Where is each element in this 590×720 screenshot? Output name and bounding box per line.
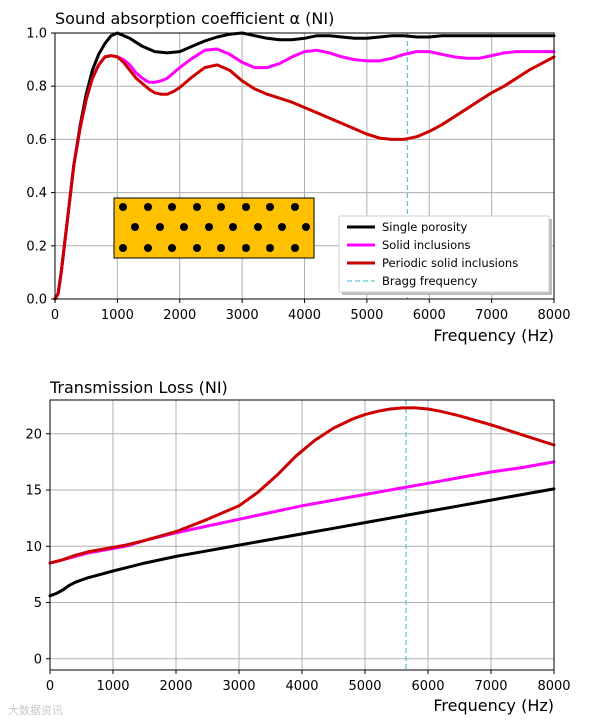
y-tick-label: 0.8	[26, 80, 47, 95]
legend-box	[338, 215, 550, 293]
x-tick-label: 1000	[101, 308, 134, 323]
x-tick-label: 6000	[411, 679, 444, 694]
transmission-series	[48, 406, 556, 598]
x-tick-label: 2000	[163, 308, 196, 323]
y-tick-label: 1.0	[26, 27, 47, 42]
inset-dots	[119, 203, 310, 252]
legend-label-bragg: Bragg frequency	[382, 274, 478, 288]
y-tick-label: 0.4	[26, 186, 47, 201]
inclusion-dot	[168, 203, 176, 211]
y-tick-label: 15	[25, 484, 42, 499]
x-tick-label: 1000	[96, 679, 129, 694]
y-tick-label: 0.0	[26, 293, 47, 308]
inclusion-dot	[302, 223, 310, 231]
periodic-inclusions-inset	[113, 197, 315, 259]
transmission-tick-labels: 0 1000 2000 3000 4000 5000 6000 7000 8000 0 5 10 15 2…	[25, 427, 570, 694]
inclusion-dot	[205, 223, 213, 231]
absorption-tick-labels: 0 1000 2000 3000 4000 5000 6000 7000 8000 0.0 0.2 0…	[26, 27, 570, 324]
x-tick-label: 2000	[159, 679, 192, 694]
series-line-single-porosity	[53, 31, 556, 301]
inclusion-dot	[156, 223, 164, 231]
watermark: 大数据资讯	[8, 703, 63, 717]
x-tick-label: 0	[46, 679, 54, 694]
inclusion-dot	[144, 203, 152, 211]
series-line-periodic-solid-inclusions	[48, 406, 556, 565]
x-tick-label: 8000	[537, 308, 570, 323]
x-tick-label: 7000	[475, 308, 508, 323]
inclusion-dot	[266, 244, 274, 252]
legend-label-solid-inclusions: Solid inclusions	[382, 238, 470, 252]
inclusion-dot	[291, 203, 299, 211]
x-tick-label: 4000	[288, 308, 321, 323]
x-tick-label: 3000	[222, 679, 255, 694]
inclusion-dot	[217, 203, 225, 211]
inclusion-dot	[278, 223, 286, 231]
y-tick-label: 0	[34, 652, 42, 667]
transmission-chart-title: Transmission Loss (NI)	[49, 378, 228, 397]
y-tick-label: 20	[25, 427, 42, 442]
series-line-single-porosity	[48, 487, 556, 598]
legend-label-single-porosity: Single porosity	[382, 220, 468, 234]
inclusion-dot	[254, 223, 262, 231]
inclusion-dot	[119, 244, 127, 252]
y-tick-label: 0.2	[26, 239, 47, 254]
inclusion-dot	[266, 203, 274, 211]
legend-label-periodic: Periodic solid inclusions	[382, 256, 518, 270]
x-tick-label: 7000	[474, 679, 507, 694]
inclusion-dot	[193, 244, 201, 252]
inclusion-dot	[242, 203, 250, 211]
y-tick-label: 0.6	[26, 133, 47, 148]
inclusion-dot	[131, 223, 139, 231]
x-tick-label: 3000	[226, 308, 259, 323]
y-tick-label: 10	[25, 540, 42, 555]
y-tick-label: 5	[34, 596, 42, 611]
absorption-chart-title: Sound absorption coefficient α (NI)	[55, 9, 334, 28]
absorption-x-label: Frequency (Hz)	[433, 326, 554, 345]
inclusion-dot	[168, 244, 176, 252]
x-tick-label: 6000	[413, 308, 446, 323]
x-tick-label: 4000	[285, 679, 318, 694]
inclusion-dot	[180, 223, 188, 231]
transmission-x-label: Frequency (Hz)	[433, 696, 554, 715]
x-tick-label: 8000	[537, 679, 570, 694]
inclusion-dot	[242, 244, 250, 252]
absorption-chart: Sound absorption coefficient α (NI) Sing…	[26, 9, 570, 345]
inclusion-dot	[291, 244, 299, 252]
inclusion-dot	[217, 244, 225, 252]
series-line-periodic-solid-inclusions	[53, 54, 556, 301]
transmission-chart: Transmission Loss (NI) 0 1000 2000 3000 4000…	[25, 378, 570, 715]
inclusion-dot	[193, 203, 201, 211]
absorption-series	[53, 31, 556, 301]
inclusion-dot	[119, 203, 127, 211]
x-tick-label: 5000	[350, 308, 383, 323]
absorption-legend: Single porosity Solid inclusions Periodi…	[338, 215, 552, 295]
inclusion-dot	[229, 223, 237, 231]
x-tick-label: 5000	[348, 679, 381, 694]
inclusion-dot	[144, 244, 152, 252]
x-tick-label: 0	[51, 308, 59, 323]
